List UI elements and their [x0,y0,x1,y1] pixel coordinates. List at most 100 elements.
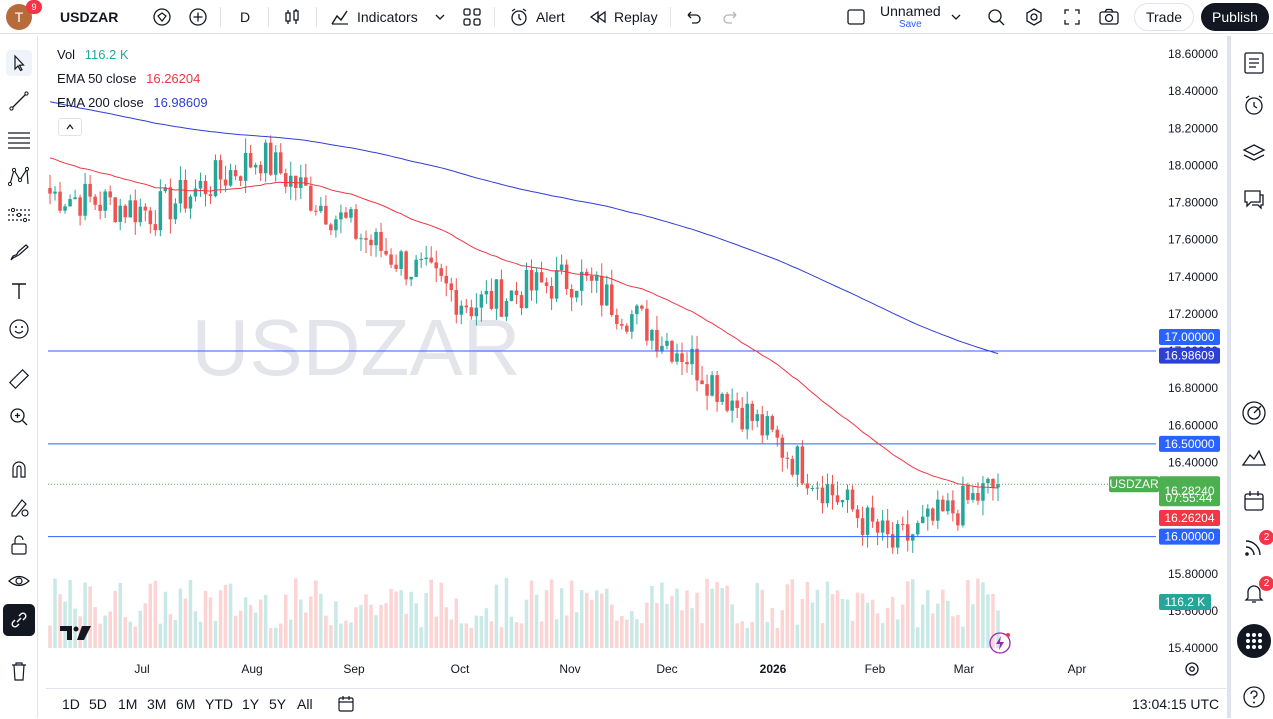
volume-bar [956,615,960,648]
layout-name-button[interactable]: Unnamed Save [880,0,941,34]
range-all[interactable]: All [297,696,313,712]
candle-body [273,152,278,175]
candle-body [755,414,759,422]
trade-button[interactable]: Trade [1134,3,1194,31]
price-chart[interactable]: USDZAR 18.60000 18.40000 18.20000 18.00000 1… [46,40,1226,683]
time-axis[interactable]: Jul Aug Sep Oct Nov Dec 2026 Feb Mar Apr [134,662,1086,676]
range-3m[interactable]: 3M [147,696,167,712]
volume-bar [394,591,398,648]
range-6m[interactable]: 6M [176,696,196,712]
volume-bar [359,604,363,648]
candle-body [900,523,905,525]
pattern-icon[interactable] [6,164,32,190]
volume-bar [976,578,980,648]
symbol-search[interactable]: USDZAR [60,0,118,34]
layout-dropdown-icon[interactable] [950,0,962,34]
candle-body [469,307,474,317]
range-ytd[interactable]: YTD [205,696,233,712]
fullscreen-icon[interactable] [1062,0,1082,34]
settings-icon[interactable] [1024,0,1044,34]
alert-button[interactable]: Alert [508,0,565,34]
emoji-icon[interactable] [6,316,32,342]
alerts-clock-icon[interactable] [1239,90,1269,120]
candle-body [243,152,248,181]
indicators-dropdown-icon[interactable] [434,0,446,34]
cursor-icon[interactable] [6,50,32,76]
chat-icon[interactable] [1239,184,1269,214]
tradingview-logo-icon[interactable] [60,625,92,646]
candle [890,521,895,554]
candles-icon[interactable] [282,0,302,34]
help-icon[interactable] [1239,682,1269,712]
range-1m[interactable]: 1M [118,696,138,712]
candle [740,397,744,432]
range-1d[interactable]: 1D [62,696,80,712]
ema50-value: 16.26204 [146,71,201,86]
volume-legend[interactable]: Vol 116.2 K [57,47,129,62]
add-symbol-icon[interactable] [188,0,208,34]
time-tick: Sep [343,662,365,676]
target-icon[interactable] [1239,398,1269,428]
candle-body [549,285,554,299]
trash-icon[interactable] [6,658,32,684]
candle [153,210,158,236]
apps-grid-icon[interactable] [1237,624,1271,658]
axis-settings-icon[interactable] [1184,661,1200,682]
trend-line-icon[interactable] [6,88,32,114]
ema200-value: 16.98609 [153,95,208,110]
volume-bar [735,623,739,648]
watchlist-icon[interactable] [1239,48,1269,78]
candle [880,510,885,541]
volume-bar [168,614,173,648]
zoom-in-icon[interactable] [6,404,32,430]
camera-icon[interactable] [1098,0,1120,34]
candle [690,335,694,375]
undo-icon[interactable] [684,0,702,34]
lightning-icon[interactable] [988,631,1012,660]
brush-icon[interactable] [6,240,32,266]
notifications-bell-icon[interactable] [1239,578,1269,608]
range-5y[interactable]: 5Y [269,696,287,712]
date-range-icon[interactable] [336,689,356,719]
redo-icon[interactable] [722,0,740,34]
volume-bar [299,599,303,648]
stay-drawing-icon[interactable] [6,494,32,520]
layers-icon[interactable] [1239,138,1269,168]
pine-icon[interactable] [1239,442,1269,472]
candle-body [559,264,564,271]
magnet-icon[interactable] [6,456,32,482]
candle-body [153,224,158,231]
collapse-legend-icon[interactable] [58,118,82,136]
layout-checkbox-icon[interactable] [846,0,866,34]
link-icon[interactable] [3,604,35,636]
volume-bar [98,623,102,648]
replay-button[interactable]: Replay [588,0,658,34]
lock-icon[interactable] [6,532,32,558]
volume-bar [715,582,719,648]
candle [599,263,604,317]
quick-search-icon[interactable] [986,0,1006,34]
time-tick: Feb [865,662,886,676]
candle [650,328,654,350]
eye-icon[interactable] [6,568,32,594]
calendar-icon[interactable] [1239,486,1269,516]
range-5d[interactable]: 5D [89,696,107,712]
publish-button[interactable]: Publish [1201,3,1269,31]
indicators-button[interactable]: Indicators [330,0,418,34]
compare-symbol-icon[interactable] [152,0,172,34]
range-1y[interactable]: 1Y [242,696,260,712]
clock[interactable]: 13:04:15 UTC [1132,696,1220,712]
candle [855,504,860,528]
ruler-icon[interactable] [6,366,32,392]
candle-body [394,264,398,269]
chart-pane[interactable]: USDZAR 18.60000 18.40000 18.20000 18.00000 1… [46,40,1226,683]
interval-button[interactable]: D [240,0,250,34]
top-toolbar: T 9 USDZAR D Indicators Alert Replay [0,0,1273,34]
horizontal-lines-icon[interactable] [6,126,32,152]
text-icon[interactable] [6,278,32,304]
ema50-legend[interactable]: EMA 50 close 16.26204 [57,71,200,86]
templates-icon[interactable] [462,0,482,34]
news-feed-icon[interactable] [1239,532,1269,562]
ema200-legend[interactable]: EMA 200 close 16.98609 [57,95,208,110]
prediction-icon[interactable] [6,202,32,228]
